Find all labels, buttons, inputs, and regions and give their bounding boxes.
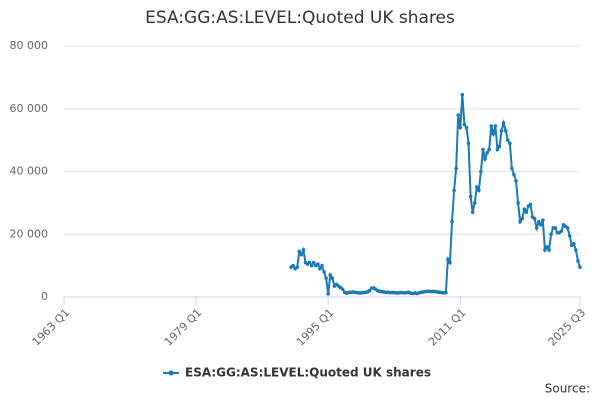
- data-point: [466, 141, 471, 146]
- data-point: [538, 223, 543, 227]
- data-point: [340, 287, 345, 291]
- data-point: [330, 276, 335, 280]
- data-point: [499, 128, 504, 133]
- legend-marker: [168, 370, 174, 376]
- data-point: [297, 249, 302, 254]
- data-point: [510, 166, 514, 171]
- data-point: [299, 252, 304, 257]
- data-point: [470, 210, 475, 215]
- data-point: [576, 259, 580, 263]
- chart-title: ESA:GG:AS:LEVEL:Quoted UK shares: [145, 8, 455, 28]
- data-point: [528, 202, 533, 207]
- data-point: [446, 257, 450, 262]
- data-point: [534, 226, 539, 230]
- data-point: [503, 128, 508, 133]
- data-point: [301, 248, 306, 252]
- legend-label: ESA:GG:AS:LEVEL:Quoted UK shares: [185, 366, 431, 380]
- data-point: [367, 288, 372, 293]
- data-point: [505, 138, 510, 142]
- data-point: [574, 248, 578, 252]
- data-point: [481, 147, 485, 152]
- data-point: [553, 226, 558, 230]
- data-point: [508, 141, 512, 146]
- data-point: [532, 216, 537, 221]
- y-tick-label: 60 000: [10, 102, 49, 115]
- x-tick-label: 1995 Q1: [294, 306, 337, 349]
- data-point: [462, 122, 467, 127]
- data-point: [522, 207, 527, 211]
- data-point: [491, 132, 496, 136]
- data-point: [318, 266, 322, 271]
- y-tick-label: 80 000: [10, 39, 49, 52]
- data-point: [326, 292, 330, 296]
- data-point: [518, 219, 522, 224]
- data-point: [444, 290, 448, 295]
- data-point: [309, 263, 314, 268]
- y-tick-label: 40 000: [10, 165, 49, 178]
- data-point: [483, 157, 487, 161]
- data-point: [497, 144, 502, 149]
- data-point: [464, 125, 469, 130]
- data-point: [452, 188, 456, 193]
- data-point: [578, 265, 582, 269]
- data-point: [322, 270, 326, 274]
- data-point: [520, 216, 525, 221]
- data-point: [460, 92, 465, 97]
- data-point: [328, 273, 333, 277]
- data-point: [545, 245, 549, 249]
- data-point: [541, 218, 545, 222]
- data-point: [524, 210, 529, 215]
- data-point: [307, 260, 312, 265]
- x-tick-label: 1979 Q1: [162, 306, 205, 349]
- data-point: [472, 201, 477, 205]
- data-point: [320, 263, 324, 268]
- data-point: [514, 179, 518, 183]
- data-point: [565, 226, 570, 230]
- data-point: [559, 229, 564, 233]
- data-point: [547, 248, 551, 252]
- data-point: [489, 124, 494, 128]
- data-point: [456, 113, 461, 117]
- data-point: [536, 219, 541, 224]
- data-point: [516, 201, 520, 205]
- data-point: [572, 241, 576, 246]
- data-point: [512, 172, 516, 177]
- data-point: [316, 262, 320, 266]
- data-point: [475, 185, 479, 189]
- data-point: [493, 124, 498, 128]
- y-tick-label: 0: [41, 290, 48, 303]
- data-point: [485, 150, 489, 155]
- data-point: [479, 169, 483, 174]
- data-point: [454, 166, 458, 171]
- x-tick-label: 2011 Q1: [426, 306, 469, 349]
- x-tick-label: 2025 Q3: [546, 306, 589, 349]
- data-point: [295, 265, 300, 269]
- data-point: [291, 263, 295, 268]
- series-line: [290, 94, 581, 295]
- data-point: [477, 188, 481, 193]
- data-point: [468, 194, 473, 199]
- x-tick-label: 1963 Q1: [30, 306, 73, 349]
- data-point: [450, 219, 454, 224]
- data-point: [458, 125, 463, 130]
- data-point: [324, 276, 328, 280]
- data-point: [487, 147, 491, 152]
- data-point: [549, 232, 553, 237]
- data-point: [311, 260, 316, 265]
- data-point: [448, 260, 452, 265]
- data-point: [543, 248, 547, 252]
- data-point: [567, 234, 572, 238]
- y-tick-label: 20 000: [10, 227, 49, 240]
- data-point: [501, 121, 506, 125]
- source-label: Source:: [545, 382, 590, 396]
- data-point: [495, 147, 500, 152]
